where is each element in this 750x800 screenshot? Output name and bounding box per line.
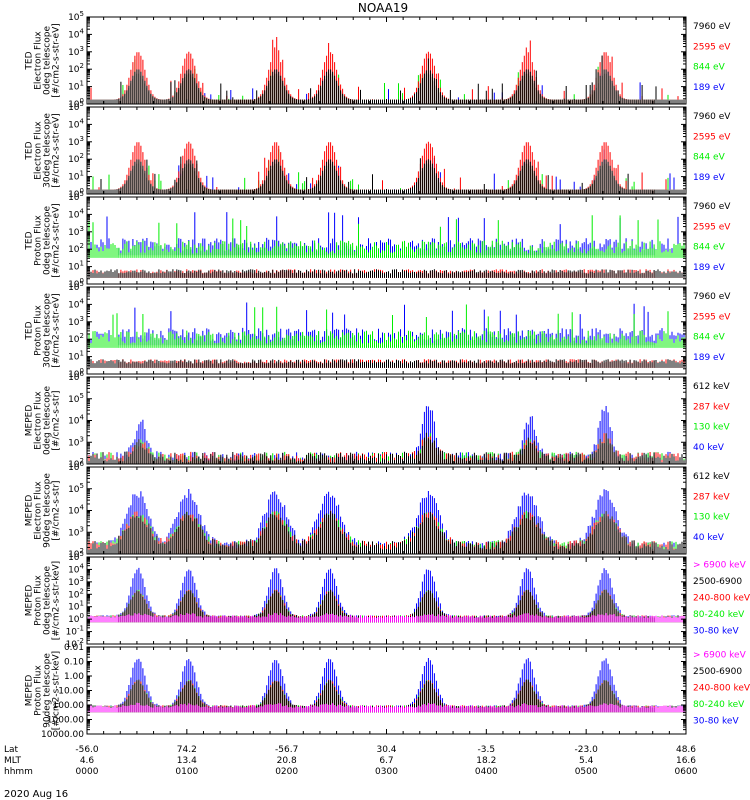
time-axis-row-label: hhmm (4, 767, 33, 777)
y-tick-label: 0.01 (64, 643, 84, 653)
legend-entry-blue: 189 eV (693, 83, 726, 93)
y-axis-label: MEPEDProton Flux0deg telescope[#/cm2-s-s… (25, 561, 62, 640)
panel-traces (87, 212, 685, 278)
y-tick-label: 100.00 (53, 701, 85, 711)
legend-entry-black: 7960 eV (693, 22, 731, 32)
legend-entry-red: 2595 eV (693, 312, 731, 322)
legend-entry-green: 80-240 keV (693, 610, 745, 620)
trace-black (87, 269, 685, 278)
legend-entry-red: 2595 eV (693, 222, 731, 232)
legend-entry-black: 7960 eV (693, 112, 731, 122)
x-tick-hhmm: 0400 (475, 767, 498, 777)
legend-entry-red: 240-800 keV (693, 594, 750, 604)
time-axis-row-label: Lat (4, 745, 19, 755)
x-tick-lat: -56.0 (75, 745, 99, 755)
legend-entry-green: 844 eV (693, 243, 726, 253)
x-tick-lat: 30.4 (376, 745, 396, 755)
y-tick-label: 10000.00 (41, 730, 84, 740)
legend-entry-green: 844 eV (693, 153, 726, 163)
x-tick-lat: 48.6 (676, 745, 696, 755)
x-tick-mlt: 13.4 (177, 756, 197, 766)
trace-black (87, 359, 685, 368)
x-tick-mlt: 4.6 (80, 756, 95, 766)
legend-entry-green: 844 eV (693, 63, 726, 73)
panel-traces (87, 302, 685, 368)
trace-black (87, 55, 685, 104)
date-label: 2020 Aug 16 (4, 789, 68, 800)
legend-entry-green: 844 eV (693, 333, 726, 343)
y-axis-label: MEPEDElectron Flux90deg telescope[#/cm2-… (25, 473, 62, 548)
panel-traces (87, 658, 685, 713)
x-tick-hhmm: 0300 (375, 767, 398, 777)
x-tick-mlt: 18.2 (476, 756, 496, 766)
y-axis-label: MEPEDElectron Flux0deg telescope[#/cm2-s… (25, 386, 62, 456)
chart-title: NOAA19 (358, 1, 408, 15)
legend-entry-red: 2595 eV (693, 132, 731, 142)
y-axis-label: TEDElectron Flux30deg telescope[#/cm2-s-… (25, 113, 62, 188)
legend-entry-blue: 189 eV (693, 173, 726, 183)
legend-entry-green: 130 keV (693, 423, 730, 433)
legend-entry-magenta: > 6900 keV (693, 561, 747, 571)
x-tick-lat: -23.0 (575, 745, 599, 755)
x-tick-lat: -3.5 (478, 745, 496, 755)
panel-traces (87, 489, 685, 554)
y-axis-label: TEDProton Flux0deg telescope[#/cm2-s-str… (25, 203, 62, 278)
y-axis-label: TEDElectron Flux0deg telescope[#/cm2-s-s… (25, 23, 62, 98)
x-tick-hhmm: 0500 (575, 767, 598, 777)
legend-entry-black: 2500-6900 (693, 577, 742, 587)
trace-green (87, 215, 685, 258)
legend-entry-blue: 189 eV (693, 263, 726, 273)
x-tick-mlt: 20.8 (277, 756, 297, 766)
legend-entry-green: 130 keV (693, 513, 730, 523)
legend-entry-red: 2595 eV (693, 42, 731, 52)
legend-entry-blue: 30-80 keV (693, 716, 739, 726)
legend-entry-red: 287 keV (693, 402, 730, 412)
x-tick-hhmm: 0000 (76, 767, 99, 777)
x-tick-mlt: 6.7 (379, 756, 393, 766)
y-axis-label: MEPEDProton Flux90deg telescope[#/cm2-s-… (25, 651, 62, 730)
trace-magenta (87, 702, 685, 713)
legend-entry-red: 240-800 keV (693, 684, 750, 694)
panel-meped-p-90: 10000.00 1000.00 100.00 10.00 1.00 0.10 0.01ME… (25, 643, 750, 740)
legend-entry-blue: 189 eV (693, 353, 726, 363)
legend-entry-green: 80-240 keV (693, 700, 745, 710)
x-tick-mlt: 16.6 (676, 756, 696, 766)
trace-magenta (87, 612, 685, 623)
trace-green (87, 304, 685, 348)
time-axis-row-label: MLT (4, 756, 22, 766)
legend-entry-black: 2500-6900 (693, 667, 742, 677)
legend-entry-black: 612 keV (693, 382, 730, 392)
y-tick-label: 10.00 (58, 687, 84, 697)
y-tick-label: 1000.00 (47, 716, 84, 726)
x-tick-hhmm: 0100 (175, 767, 198, 777)
x-tick-lat: -56.7 (275, 745, 298, 755)
legend-entry-black: 612 keV (693, 472, 730, 482)
x-tick-mlt: 5.4 (579, 756, 594, 766)
legend-entry-red: 287 keV (693, 492, 730, 502)
x-tick-hhmm: 0600 (675, 767, 698, 777)
legend-entry-blue: 40 keV (693, 443, 725, 453)
legend-entry-blue: 30-80 keV (693, 626, 739, 636)
x-tick-lat: 74.2 (177, 745, 197, 755)
panel-traces (87, 567, 685, 623)
y-tick-label: 0.10 (64, 658, 84, 668)
x-tick-hhmm: 0200 (275, 767, 298, 777)
y-axis-label: TEDProton Flux30deg telescope[#/cm2-s-st… (25, 293, 62, 368)
y-tick-label: 1.00 (64, 672, 84, 682)
legend-entry-black: 7960 eV (693, 202, 731, 212)
legend-entry-black: 7960 eV (693, 292, 731, 302)
legend-entry-blue: 40 keV (693, 533, 725, 543)
legend-entry-magenta: > 6900 keV (693, 651, 747, 661)
